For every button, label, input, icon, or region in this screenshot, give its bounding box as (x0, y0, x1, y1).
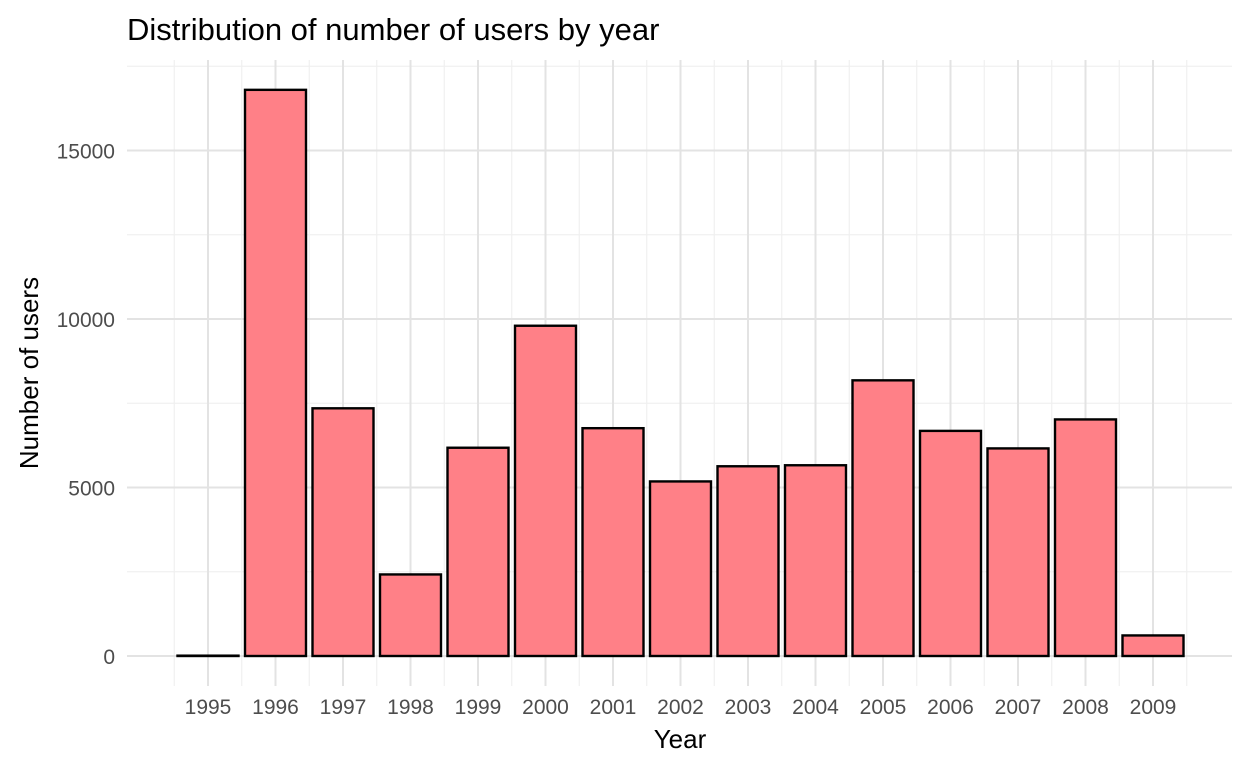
y-axis-tick-labels: 0 5000 10000 15000 (57, 141, 115, 670)
x-tick-label: 2009 (1130, 696, 1177, 719)
x-tick-label: 1997 (320, 696, 367, 719)
x-tick-label: 2002 (657, 696, 704, 719)
x-tick-label: 1998 (387, 696, 434, 719)
x-tick-label: 2000 (522, 696, 569, 719)
x-tick-label: 2004 (792, 696, 839, 719)
x-tick-label: 2005 (860, 696, 907, 719)
bar-1998 (378, 573, 443, 658)
x-axis-title: Year (654, 724, 707, 754)
x-tick-label: 1996 (252, 696, 299, 719)
y-tick-label: 0 (103, 646, 115, 669)
bar-2006 (918, 429, 983, 658)
y-axis-title: Number of users (14, 277, 44, 469)
x-tick-label: 2001 (590, 696, 637, 719)
x-tick-label: 2007 (995, 696, 1042, 719)
x-tick-label: 2006 (927, 696, 974, 719)
bar-2004 (783, 464, 848, 658)
bar-1996 (243, 88, 308, 658)
bar-1997 (311, 407, 375, 658)
bar-2009 (1121, 634, 1185, 658)
chart-title: Distribution of number of users by year (127, 12, 659, 47)
bar-2007 (986, 447, 1050, 658)
bar-2003 (716, 465, 780, 658)
bar-2005 (851, 379, 915, 658)
y-tick-label: 5000 (68, 478, 115, 501)
bar-2001 (581, 426, 645, 658)
x-axis-tick-labels: 1995 1996 1997 1998 1999 2000 2001 2002 2003 2004… (185, 696, 1177, 719)
bar-2008 (1053, 418, 1118, 658)
bar-1999 (446, 446, 510, 658)
bar-2002 (648, 480, 713, 658)
x-tick-label: 1995 (185, 696, 232, 719)
x-tick-label: 2003 (725, 696, 772, 719)
bars (176, 88, 1185, 658)
y-tick-label: 15000 (57, 141, 115, 164)
x-tick-label: 1999 (455, 696, 502, 719)
bar-2000 (513, 324, 578, 658)
x-tick-label: 2008 (1062, 696, 1109, 719)
y-tick-label: 10000 (57, 309, 115, 332)
